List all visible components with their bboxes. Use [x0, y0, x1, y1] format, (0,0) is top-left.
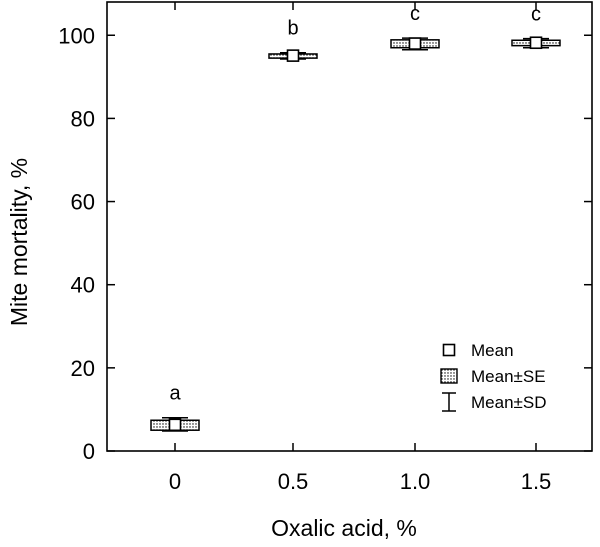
plot-area — [106, 1, 593, 452]
y-tick-label: 20 — [71, 356, 95, 381]
significance-letter: c — [410, 3, 420, 25]
data-series: a b c c — [150, 3, 561, 432]
x-axis: 0 0.5 1.0 1.5 — [169, 2, 551, 494]
legend-label: Mean — [471, 341, 514, 360]
mean-marker — [168, 418, 182, 432]
legend-item-mean: Mean — [442, 341, 514, 360]
mean-marker — [408, 37, 422, 50]
mean-marker — [529, 36, 543, 50]
y-tick-label: 40 — [71, 273, 95, 298]
y-tick-label: 0 — [83, 439, 95, 464]
legend: Mean Mean±SE Mean±SD — [440, 341, 546, 412]
box-1.0: c — [390, 3, 440, 51]
y-axis-title: Mite mortality, % — [6, 158, 32, 326]
box-0: a — [150, 383, 200, 432]
x-tick-label: 1.5 — [521, 469, 552, 494]
legend-se-symbol — [440, 368, 458, 384]
plot-border — [106, 1, 593, 452]
y-tick-label: 100 — [58, 23, 95, 48]
significance-letter: a — [169, 383, 181, 405]
x-axis-title: Oxalic acid, % — [271, 515, 417, 541]
legend-mean-symbol — [442, 343, 456, 357]
box-0.5: b — [268, 18, 318, 62]
mean-marker — [286, 49, 300, 62]
legend-item-sd: Mean±SD — [442, 392, 546, 412]
x-tick-label: 0.5 — [278, 469, 309, 494]
legend-item-se: Mean±SE — [440, 367, 546, 386]
y-tick-label: 60 — [71, 190, 95, 215]
x-tick-label: 1.0 — [400, 469, 431, 494]
significance-letter: b — [287, 18, 298, 40]
legend-label: Mean±SE — [471, 367, 546, 386]
significance-letter: c — [531, 4, 541, 26]
legend-label: Mean±SD — [471, 393, 546, 412]
x-tick-label: 0 — [169, 469, 181, 494]
box-1.5: c — [511, 4, 561, 50]
y-axis: 0 20 40 60 80 100 — [58, 23, 592, 464]
y-tick-label: 80 — [71, 106, 95, 131]
